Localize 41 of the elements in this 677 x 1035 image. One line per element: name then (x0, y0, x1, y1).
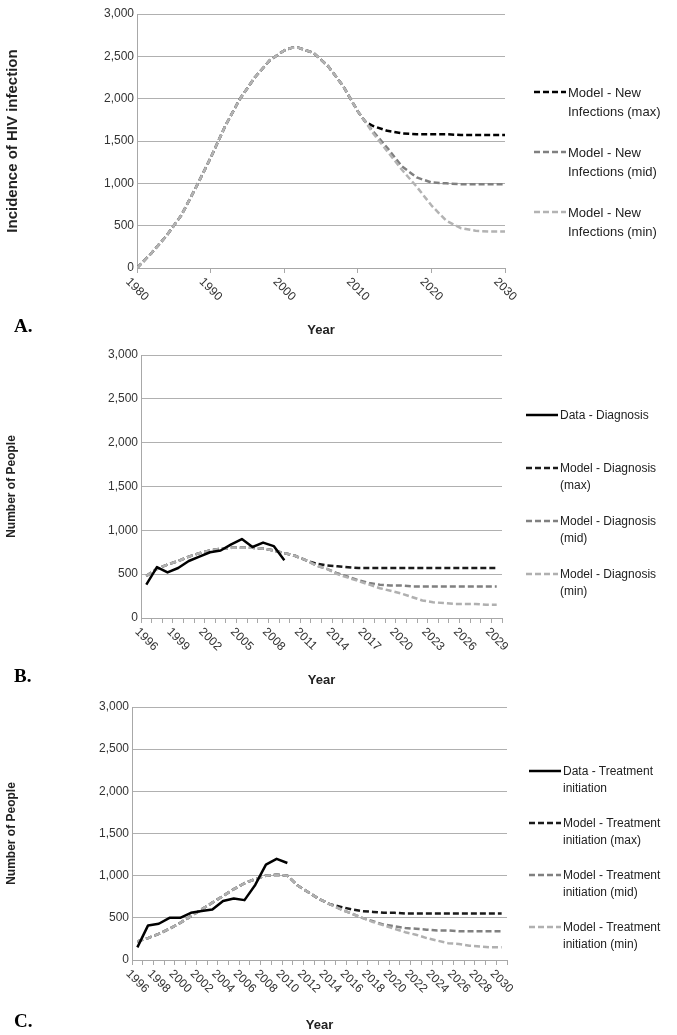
text: A. (14, 315, 33, 336)
y-tick-label: 2,500 (107, 391, 139, 406)
legend-label: Model - Diagnosis (min) (560, 566, 658, 601)
y-tick-label: 0 (131, 610, 139, 625)
y-tick-label: 2,000 (98, 783, 130, 798)
y-tick-label: 2,000 (103, 90, 135, 105)
y-tick-label: 500 (117, 566, 139, 581)
y-axis-title: Incidence of HIV infection (3, 49, 21, 233)
x-axis-title: Year (307, 321, 335, 337)
legend-label: Data - Treatment initiation (563, 763, 655, 798)
y-tick-label: 1,000 (107, 522, 139, 537)
y-axis-title: Number of People (3, 781, 18, 885)
text: C. (14, 1010, 33, 1031)
y-tick-label: 2,000 (107, 434, 139, 449)
y-tick-label: 1,000 (98, 867, 130, 882)
y-tick-label: 1,500 (98, 825, 130, 840)
legend-label: Model - Treatment initiation (mid) (563, 867, 662, 902)
y-tick-label: 3,000 (98, 699, 130, 714)
y-tick-label: 0 (127, 260, 135, 275)
y-tick-label: 2,500 (103, 48, 135, 63)
y-tick-label: 2,500 (98, 741, 130, 756)
legend-label: Model - New Infections (mid) (568, 144, 658, 181)
y-tick-label: 500 (113, 217, 135, 232)
y-tick-label: 500 (108, 910, 130, 925)
y-tick-label: 3,000 (103, 6, 135, 21)
text: B. (14, 665, 32, 686)
y-tick-label: 1,000 (103, 175, 135, 190)
x-axis-title: Year (305, 1016, 334, 1032)
x-axis-title: Year (307, 671, 336, 687)
legend-label: Model - Treatment initiation (min) (563, 919, 662, 954)
y-axis-title: Number of People (3, 434, 18, 538)
legend-label: Model - Treatment initiation (max) (563, 815, 662, 850)
legend-label: Model - Diagnosis (max) (560, 460, 658, 495)
y-tick-label: 0 (122, 952, 130, 967)
legend-label: Model - Diagnosis (mid) (560, 513, 658, 548)
y-tick-label: 3,000 (107, 347, 139, 362)
y-tick-label: 1,500 (103, 133, 135, 148)
y-tick-label: 1,500 (107, 478, 139, 493)
legend-label: Model - New Infections (max) (568, 84, 662, 121)
legend-label: Data - Diagnosis (560, 407, 650, 424)
legend-label: Model - New Infections (min) (568, 204, 658, 241)
